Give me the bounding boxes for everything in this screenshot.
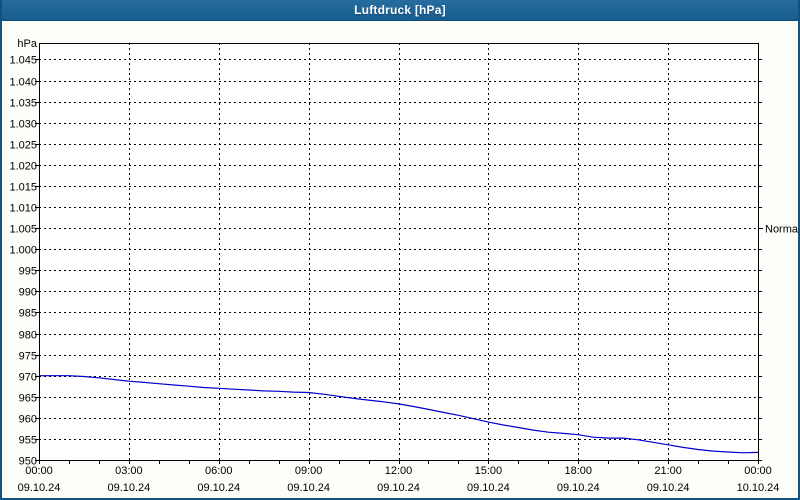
svg-text:1.020: 1.020 [9, 161, 37, 173]
window-title: Luftdruck [hPa] [354, 3, 446, 17]
window-titlebar[interactable]: Luftdruck [hPa] [2, 0, 798, 21]
svg-text:995: 995 [19, 266, 37, 278]
svg-text:18:00: 18:00 [564, 465, 592, 477]
pressure-series-line [39, 375, 759, 454]
svg-text:965: 965 [19, 393, 37, 405]
svg-text:09.10.24: 09.10.24 [557, 482, 600, 494]
y-axis-labels: hPa 1.045 1.040 1.035 1.030 1.025 1.020 1.015 1.… [9, 38, 37, 468]
svg-text:Normal: Normal [765, 224, 798, 236]
svg-text:1.040: 1.040 [9, 77, 37, 89]
plot-background [39, 43, 758, 460]
svg-text:1.030: 1.030 [9, 119, 37, 131]
svg-text:975: 975 [19, 351, 37, 363]
svg-text:06:00: 06:00 [205, 465, 233, 477]
svg-text:09.10.24: 09.10.24 [18, 482, 61, 494]
svg-text:990: 990 [19, 287, 37, 299]
chart-area: hPa 1.045 1.040 1.035 1.030 1.025 1.020 1.015 1.… [2, 21, 798, 498]
svg-text:1.010: 1.010 [9, 203, 37, 215]
svg-text:09.10.24: 09.10.24 [647, 482, 690, 494]
svg-text:1.005: 1.005 [9, 224, 37, 236]
svg-text:12:00: 12:00 [385, 465, 413, 477]
svg-text:950: 950 [19, 456, 37, 468]
svg-text:1.045: 1.045 [9, 55, 37, 67]
svg-text:15:00: 15:00 [475, 465, 503, 477]
svg-text:970: 970 [19, 372, 37, 384]
plot-frame [39, 43, 759, 461]
svg-text:03:00: 03:00 [115, 465, 143, 477]
svg-text:09.10.24: 09.10.24 [107, 482, 150, 494]
svg-text:1.015: 1.015 [9, 182, 37, 194]
svg-text:955: 955 [19, 435, 37, 447]
svg-text:1.000: 1.000 [9, 245, 37, 257]
svg-text:980: 980 [19, 330, 37, 342]
svg-text:09.10.24: 09.10.24 [287, 482, 330, 494]
svg-text:09:00: 09:00 [295, 465, 323, 477]
svg-text:09.10.24: 09.10.24 [377, 482, 420, 494]
pressure-chart: hPa 1.045 1.040 1.035 1.030 1.025 1.020 1.015 1.… [9, 38, 798, 494]
svg-text:1.035: 1.035 [9, 98, 37, 110]
svg-text:1.025: 1.025 [9, 140, 37, 152]
svg-text:10.10.24: 10.10.24 [737, 482, 780, 494]
svg-text:960: 960 [19, 414, 37, 426]
svg-text:985: 985 [19, 308, 37, 320]
svg-text:09.10.24: 09.10.24 [197, 482, 240, 494]
svg-text:hPa: hPa [17, 38, 37, 50]
x-axis-labels: 00:00 09.10.24 03:00 09.10.24 06:00 09.10.24 0… [18, 465, 780, 494]
svg-text:21:00: 21:00 [654, 465, 682, 477]
svg-text:09.10.24: 09.10.24 [467, 482, 510, 494]
normal-marker: Normal [758, 224, 798, 236]
svg-text:00:00: 00:00 [744, 465, 772, 477]
svg-text:00:00: 00:00 [25, 465, 53, 477]
